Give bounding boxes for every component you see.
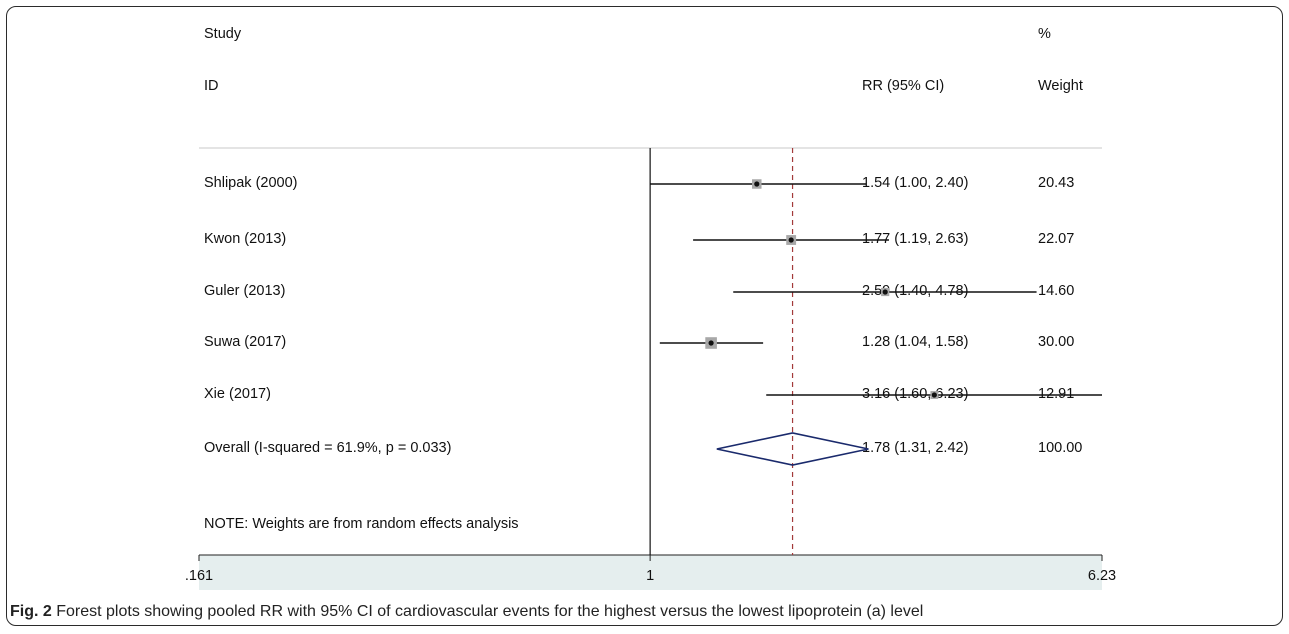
header-percent: %	[1038, 26, 1051, 42]
overall-label: Overall (I-squared = 61.9%, p = 0.033)	[204, 440, 452, 456]
weights-note: NOTE: Weights are from random effects an…	[204, 516, 519, 532]
caption-label: Fig. 2	[10, 603, 52, 620]
study-label: Xie (2017)	[204, 386, 271, 402]
x-tick-label: 1	[646, 568, 655, 584]
rr-value: 1.77 (1.19, 2.63)	[862, 231, 969, 247]
study-label: Kwon (2013)	[204, 231, 287, 247]
overall-rr-value: 1.78 (1.31, 2.42)	[862, 440, 969, 456]
header-id: ID	[204, 78, 219, 94]
figure-frame	[6, 6, 1283, 626]
rr-value: 1.28 (1.04, 1.58)	[862, 334, 969, 350]
weight-value: 30.00	[1038, 334, 1075, 350]
study-label: Shlipak (2000)	[204, 175, 298, 191]
study-label: Suwa (2017)	[204, 334, 287, 350]
point-estimate	[754, 181, 760, 187]
point-estimate	[931, 392, 937, 398]
study-label: Guler (2013)	[204, 283, 286, 299]
overall-diamond	[716, 432, 869, 466]
x-tick-label: 6.23	[1087, 568, 1117, 584]
weight-value: 14.60	[1038, 283, 1075, 299]
point-estimate	[708, 340, 714, 346]
weight-value: 22.07	[1038, 231, 1075, 247]
caption-text: Forest plots showing pooled RR with 95% …	[51, 603, 924, 620]
rr-value: 1.54 (1.00, 2.40)	[862, 175, 969, 191]
x-tick-label: .161	[184, 568, 214, 584]
header-study: Study	[204, 26, 242, 42]
rr-value: 3.16 (1.60, 6.23)	[862, 386, 969, 402]
overall-weight-value: 100.00	[1038, 440, 1083, 456]
header-weight: Weight	[1038, 78, 1083, 94]
point-estimate	[788, 237, 794, 243]
weight-value: 12.91	[1038, 386, 1075, 402]
header-rr: RR (95% CI)	[862, 78, 945, 94]
weight-value: 20.43	[1038, 175, 1075, 191]
point-estimate	[882, 289, 888, 295]
figure-caption: Fig. 2 Forest plots showing pooled RR wi…	[10, 603, 923, 621]
